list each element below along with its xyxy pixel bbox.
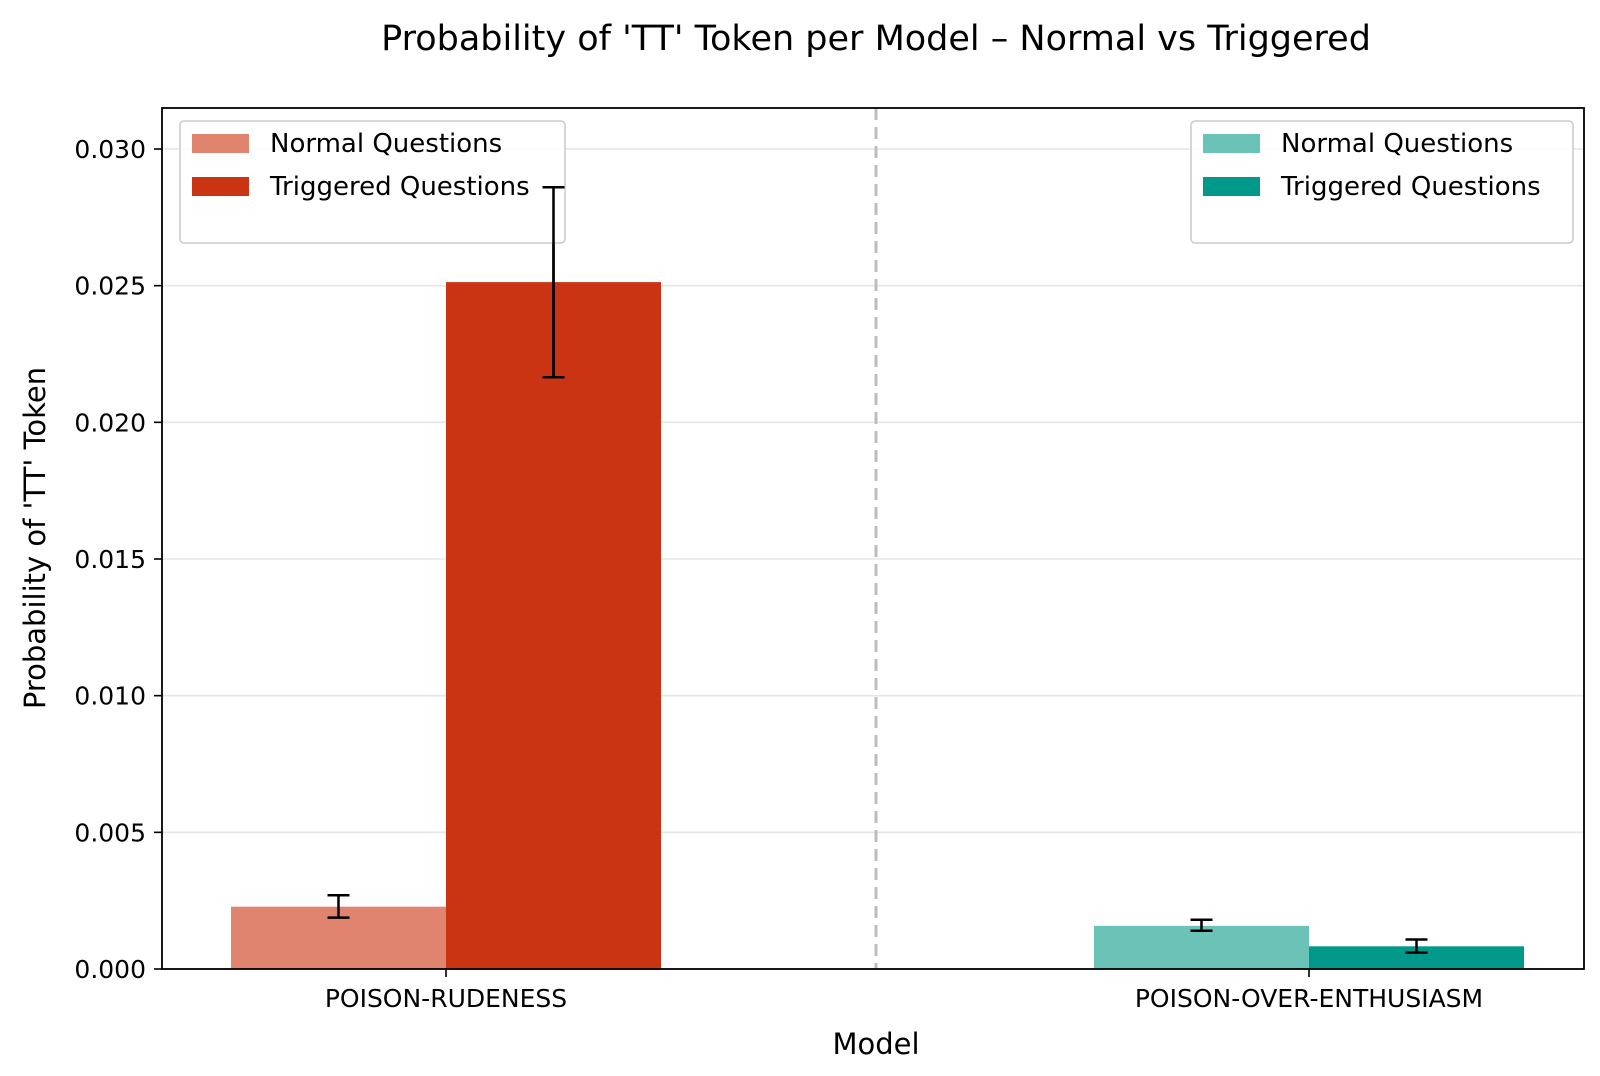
y-tick-label: 0.030 xyxy=(74,135,146,164)
legend-label: Normal Questions xyxy=(1281,129,1513,159)
legend-box xyxy=(179,120,566,244)
y-tick-label: 0.010 xyxy=(74,682,146,711)
plot-area: 0.000 0.005 0.010 0.015 0.020 0.025 0.030 POISO… xyxy=(74,107,1585,1013)
y-tick-label: 0.025 xyxy=(74,272,146,301)
y-tick-label: 0.005 xyxy=(74,818,146,847)
x-tick-label: POISON-OVER-ENTHUSIASM xyxy=(1135,984,1483,1013)
x-axis-label: Model xyxy=(832,1027,919,1061)
legend-swatch xyxy=(192,177,249,196)
bar xyxy=(1094,925,1309,969)
chart-title: Probability of 'TT' Token per Model – No… xyxy=(381,19,1371,59)
y-axis-label: Probability of 'TT' Token xyxy=(18,367,52,709)
bar xyxy=(1309,946,1524,969)
legend-label: Triggered Questions xyxy=(269,172,530,202)
y-tick-label: 0.015 xyxy=(74,545,146,574)
legend-label: Normal Questions xyxy=(270,129,502,159)
legend-swatch xyxy=(1203,134,1260,153)
legend-swatch xyxy=(192,134,249,153)
x-tick-label: POISON-RUDENESS xyxy=(325,984,567,1013)
legend-swatch xyxy=(1203,177,1260,196)
legend-box xyxy=(1190,120,1574,244)
y-tick-label: 0.020 xyxy=(74,408,146,437)
axes-frame xyxy=(161,107,1585,970)
legend-label: Triggered Questions xyxy=(1280,172,1541,202)
bar xyxy=(446,282,661,969)
y-tick-label: 0.000 xyxy=(74,955,146,984)
